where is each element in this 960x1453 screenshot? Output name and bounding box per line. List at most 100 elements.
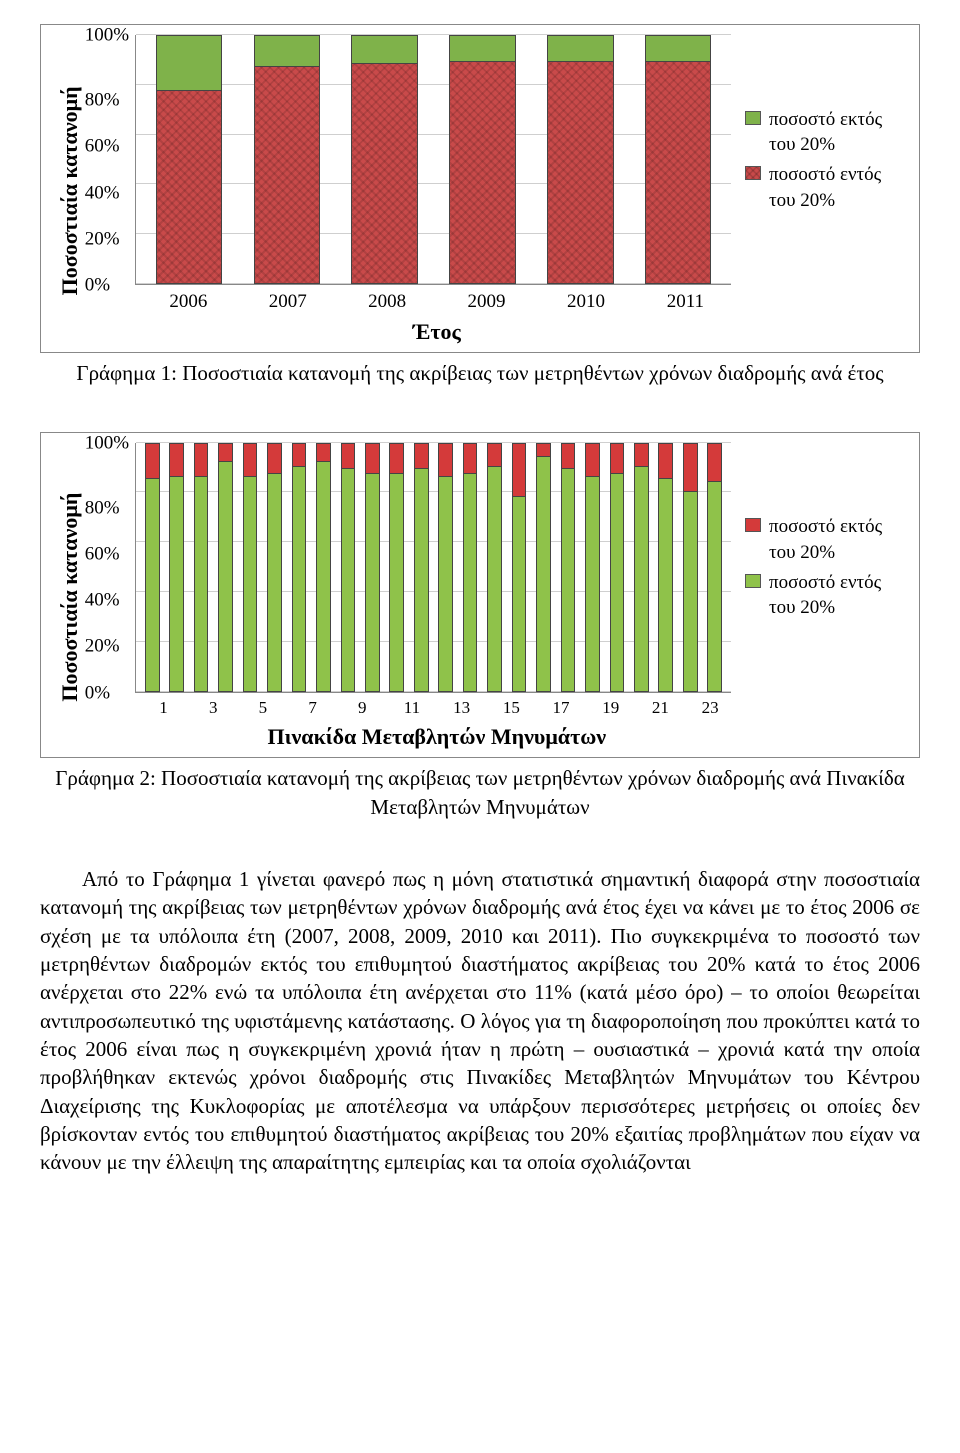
bar-segment	[195, 444, 208, 476]
chart2-body: Ποσοστιαία κατανομή 0%20%40%60%80%100% π…	[51, 443, 909, 752]
chart1-legend: ποσοστό εκτός του 20%ποσοστό εντός του 2…	[731, 35, 909, 285]
bar-segment	[219, 444, 232, 461]
chart2-y-title: Ποσοστιαία κατανομή	[51, 443, 85, 752]
legend-label: ποσοστό εντός του 20%	[769, 570, 909, 621]
bar-segment	[708, 481, 721, 691]
x-tick-label: 17	[536, 697, 586, 720]
bar-segment	[708, 444, 721, 481]
bar-segment	[611, 473, 624, 690]
chart1-y-title: Ποσοστιαία κατανομή	[51, 35, 85, 346]
bar-segment	[244, 476, 257, 691]
bar-segment	[293, 444, 306, 466]
x-tick-label: 3	[188, 697, 238, 720]
bar-segment	[352, 63, 417, 283]
y-tick-label: 0%	[85, 683, 129, 702]
bar-segment	[659, 478, 672, 690]
bar-segment	[659, 444, 672, 479]
bar-segment	[255, 36, 320, 66]
bar-segment	[684, 491, 697, 691]
bar-segment	[684, 444, 697, 491]
y-tick-label: 0%	[85, 275, 129, 294]
x-tick-label: 2010	[536, 289, 635, 315]
chart2-plot-col: 0%20%40%60%80%100% ποσοστό εκτός του 20%…	[85, 443, 909, 752]
chart2-legend: ποσοστό εκτός του 20%ποσοστό εντός του 2…	[731, 443, 909, 693]
bar-segment	[415, 444, 428, 469]
y-tick-label: 20%	[85, 637, 129, 656]
bar-segment	[366, 473, 379, 690]
bar-segment	[219, 461, 232, 691]
bar-segment	[464, 444, 477, 474]
y-tick-label: 40%	[85, 591, 129, 610]
bar-segment	[244, 444, 257, 476]
x-tick-label: 2011	[636, 289, 735, 315]
bar-segment	[268, 444, 281, 474]
chart1-plot-area	[135, 35, 731, 285]
bar-segment	[488, 466, 501, 691]
bar-segment	[450, 36, 515, 61]
bar-segment	[157, 36, 222, 90]
y-tick-label: 100%	[85, 26, 129, 45]
bar-segment	[646, 61, 711, 283]
legend-item: ποσοστό εκτός του 20%	[745, 514, 909, 565]
legend-swatch	[745, 111, 761, 125]
x-tick-label: 23	[685, 697, 735, 720]
bar-segment	[317, 444, 330, 461]
chart2-plot-row: 0%20%40%60%80%100% ποσοστό εκτός του 20%…	[85, 443, 909, 693]
legend-label: ποσοστό εκτός του 20%	[769, 514, 909, 565]
bar-segment	[488, 444, 501, 466]
bar-segment	[146, 478, 159, 690]
y-tick-label: 80%	[85, 498, 129, 517]
legend-item: ποσοστό εντός του 20%	[745, 162, 909, 213]
bar-segment	[586, 444, 599, 476]
bar-segment	[513, 496, 526, 691]
x-tick-label: 5	[238, 697, 288, 720]
x-tick-label: 2009	[437, 289, 536, 315]
bar-segment	[537, 444, 550, 456]
x-tick-label: 2006	[139, 289, 238, 315]
chart2-y-ticks: 0%20%40%60%80%100%	[85, 443, 135, 693]
bar-segment	[439, 476, 452, 691]
chart2-x-labels: 1357911131517192123	[135, 693, 739, 720]
bar-segment	[342, 468, 355, 690]
legend-item: ποσοστό εντός του 20%	[745, 570, 909, 621]
chart1-caption: Γράφημα 1: Ποσοστιαία κατανομή της ακρίβ…	[40, 359, 920, 387]
x-tick-label: 1	[139, 697, 189, 720]
x-tick-label: 9	[337, 697, 387, 720]
y-tick-label: 80%	[85, 91, 129, 110]
bar-segment	[255, 66, 320, 283]
bar-segment	[611, 444, 624, 474]
x-tick-label: 2008	[337, 289, 436, 315]
bar-segment	[646, 36, 711, 61]
chart1-container: Ποσοστιαία κατανομή 0%20%40%60%80%100% π…	[40, 24, 920, 353]
bar-segment	[635, 444, 648, 466]
chart2-caption: Γράφημα 2: Ποσοστιαία κατανομή της ακρίβ…	[40, 764, 920, 821]
bar-segment	[390, 444, 403, 474]
bar-segment	[170, 476, 183, 691]
bar-segment	[366, 444, 379, 474]
bar-segment	[415, 468, 428, 690]
legend-label: ποσοστό εντός του 20%	[769, 162, 909, 213]
chart1-body: Ποσοστιαία κατανομή 0%20%40%60%80%100% π…	[51, 35, 909, 346]
x-tick-label: 2007	[238, 289, 337, 315]
bar-segment	[352, 36, 417, 63]
bar-segment	[635, 466, 648, 691]
legend-swatch	[745, 518, 761, 532]
x-tick-label: 7	[288, 697, 338, 720]
y-tick-label: 60%	[85, 545, 129, 564]
bar-segment	[293, 466, 306, 691]
legend-item: ποσοστό εκτός του 20%	[745, 107, 909, 158]
legend-swatch	[745, 166, 761, 180]
bar-segment	[439, 444, 452, 476]
bar-segment	[390, 473, 403, 690]
y-tick-label: 40%	[85, 183, 129, 202]
bar-segment	[464, 473, 477, 690]
legend-label: ποσοστό εκτός του 20%	[769, 107, 909, 158]
bar-segment	[562, 444, 575, 469]
bar-segment	[586, 476, 599, 691]
chart2-plot-area	[135, 443, 731, 693]
bar-segment	[513, 444, 526, 496]
bar-segment	[268, 473, 281, 690]
bar-segment	[548, 36, 613, 61]
x-tick-label: 11	[387, 697, 437, 720]
bar-segment	[157, 90, 222, 283]
